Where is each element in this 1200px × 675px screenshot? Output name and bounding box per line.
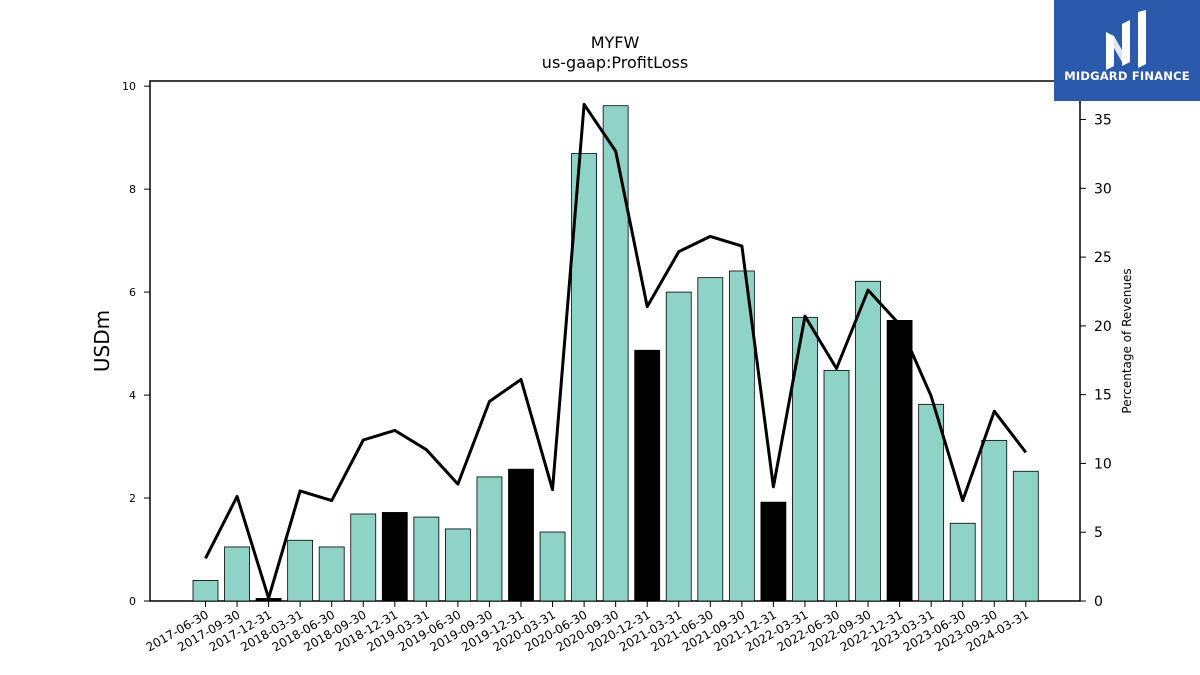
bar-2021-03-31 (665, 291, 692, 602)
bar-2019-09-30 (476, 476, 503, 602)
bar-2021-06-30 (697, 277, 724, 602)
bar-2018-03-31 (287, 539, 314, 602)
bar-2019-03-31 (413, 516, 440, 602)
right-axis: 0 5 10 15 20 25 30 35 (1080, 113, 1112, 610)
percentage-line (204, 102, 1027, 600)
bar-2023-06-30 (949, 522, 976, 602)
brand-logo: MIDGARD FINANCE (1054, 0, 1200, 101)
chart-title: MYFW (591, 33, 640, 52)
bar-2022-09-30 (855, 280, 881, 602)
logo-mark-icon (1106, 10, 1146, 70)
bar-2019-12-31 (508, 468, 534, 602)
y-axis-label: USDm (90, 310, 114, 372)
y-tick-label: 0 (129, 595, 136, 608)
bar-2022-12-31 (886, 320, 913, 602)
bar-2020-12-31 (634, 349, 661, 602)
y-tick-label: 8 (129, 183, 136, 196)
y2-tick-label: 30 (1094, 181, 1112, 197)
y2-tick-label: 0 (1094, 594, 1103, 610)
bar-2023-03-31 (918, 403, 945, 602)
y2-tick-label: 35 (1094, 113, 1112, 129)
y2-tick-label: 15 (1094, 388, 1112, 404)
y-tick-label: 6 (129, 286, 136, 299)
y2-axis-label: Percentage of Revenues (1120, 268, 1134, 413)
bar-2018-09-30 (350, 513, 377, 602)
bar-2019-06-30 (444, 528, 471, 602)
y-tick-label: 10 (122, 80, 136, 93)
bar-2020-09-30 (602, 105, 629, 602)
y-tick-label: 4 (129, 389, 136, 402)
bar-2017-09-30 (224, 546, 250, 602)
bar-2021-09-30 (728, 270, 755, 602)
bar-2021-12-31 (760, 501, 787, 602)
bar-2023-09-30 (981, 439, 1008, 602)
bars-group (192, 105, 1039, 602)
bar-2020-03-31 (539, 531, 566, 602)
bar-2024-03-31 (1012, 470, 1039, 602)
bar-2017-06-30 (192, 580, 219, 602)
y2-tick-label: 10 (1094, 456, 1112, 472)
bar-2018-06-30 (318, 546, 345, 602)
bar-2018-12-31 (381, 512, 408, 602)
y2-tick-label: 25 (1094, 250, 1112, 266)
logo-text: MIDGARD FINANCE (1064, 69, 1190, 83)
bar-2022-06-30 (823, 369, 850, 602)
y2-tick-label: 5 (1094, 525, 1103, 541)
x-axis: 2017-06-302017-09-302017-12-312018-03-31… (144, 601, 1031, 654)
bar-2020-06-30 (571, 153, 597, 602)
left-axis: 0 2 4 6 8 10 (122, 80, 150, 608)
y-tick-label: 2 (129, 492, 136, 505)
chart-subtitle: us-gaap:ProfitLoss (542, 53, 688, 72)
y2-tick-label: 20 (1094, 319, 1112, 335)
